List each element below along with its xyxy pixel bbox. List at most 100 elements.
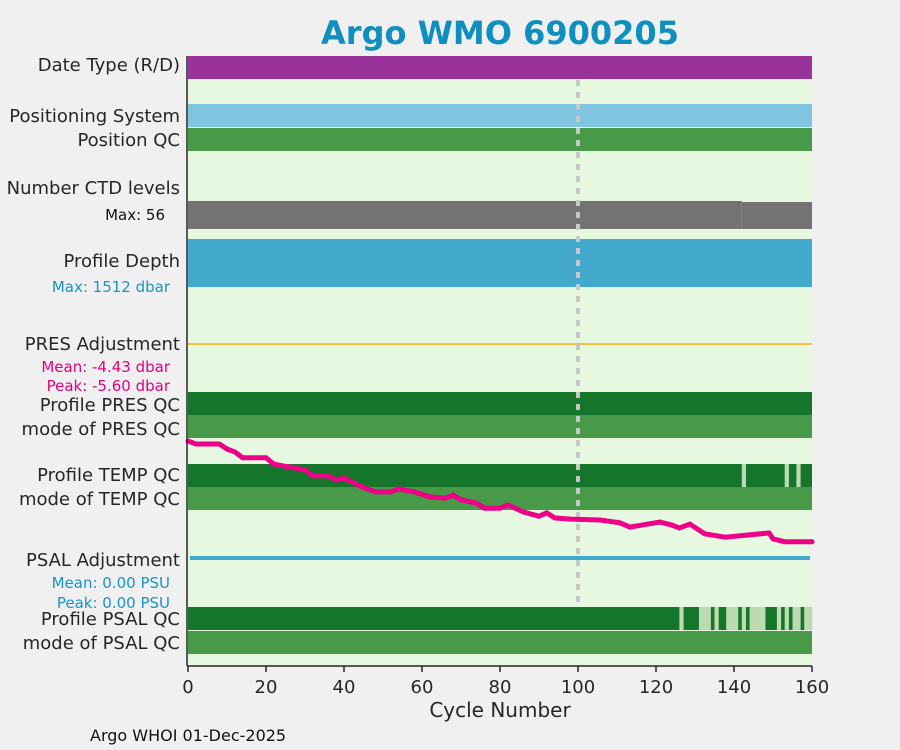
x-tick-label: 20 [255, 677, 278, 698]
footer-text: Argo WHOI 01-Dec-2025 [90, 726, 286, 745]
label-profile-temp-qc: Profile TEMP QC [37, 465, 180, 486]
pres-adjustment-point [702, 531, 708, 537]
pres-adjustment-point [536, 513, 542, 519]
label-profile-depth: Profile Depth [63, 251, 180, 272]
temp-qc-flag [796, 464, 801, 487]
label-pres-peak: Peak: -5.60 dbar [47, 377, 171, 395]
pres-adjustment-point [657, 519, 663, 525]
psal-qc-flag [757, 607, 762, 630]
psal-qc-flag [784, 607, 789, 630]
pres-adjustment-point [263, 455, 269, 461]
x-tick-label: 140 [717, 677, 751, 698]
pres-adjustment-point [302, 467, 308, 473]
psal-qc-flag [792, 607, 797, 630]
chart-title: Argo WMO 6900205 [321, 14, 679, 52]
label-depth-max: Max: 1512 dbar [52, 278, 171, 296]
bar-date-type [188, 56, 812, 79]
x-tick-label: 80 [489, 677, 512, 698]
pres-adjustment-point [617, 520, 623, 526]
psal-qc-flag [776, 607, 782, 630]
pres-adjustment-point [388, 489, 394, 495]
psal-qc-flag [804, 607, 809, 630]
pres-adjustment-point [669, 522, 675, 528]
pres-adjustment-point [544, 510, 550, 516]
label-profile-psal-qc: Profile PSAL QC [41, 609, 180, 630]
x-tick-label: 100 [561, 677, 595, 698]
pres-adjustment-point [458, 497, 464, 503]
bar-profile-depth [188, 239, 812, 287]
psal-qc-flag [679, 607, 684, 630]
pres-adjustment-point [372, 489, 378, 495]
pres-adjustment-point [427, 494, 433, 500]
bar-profile-psal-qc [188, 607, 812, 630]
pres-adjustment-point [809, 539, 815, 545]
pres-adjustment-point [396, 486, 402, 492]
label-pres-mean: Mean: -4.43 dbar [41, 358, 171, 376]
bar-ctd-levels [741, 202, 812, 229]
psal-qc-flag [741, 607, 746, 630]
pres-adjustment-point [505, 502, 511, 508]
psal-qc-flag [706, 607, 711, 630]
bar-positioning-system [188, 104, 812, 127]
psal-qc-flag [749, 607, 754, 630]
pres-adjustment-series [187, 438, 813, 545]
psal-qc-flag [761, 607, 766, 630]
bar-mode-pres-qc [188, 415, 812, 438]
pres-adjustment-point [325, 473, 331, 479]
label-position-qc: Position QC [77, 130, 180, 151]
psal-qc-flag [698, 607, 704, 630]
label-pres-adjustment: PRES Adjustment [25, 334, 180, 355]
pres-adjustment-point [333, 477, 339, 483]
x-tick-label: 40 [333, 677, 356, 698]
label-psal-adjustment: PSAL Adjustment [26, 550, 180, 571]
psal-qc-flag [753, 607, 758, 630]
psal-qc-flag [734, 607, 739, 630]
pres-adjustment-point [520, 509, 526, 515]
pres-adjustment-point [722, 534, 728, 540]
label-profile-pres-qc: Profile PRES QC [40, 395, 180, 416]
label-psal-peak: Peak: 0.00 PSU [57, 594, 170, 612]
pres-adjustment-point [442, 495, 448, 501]
pres-adjustment-point [627, 524, 633, 530]
label-psal-mean: Mean: 0.00 PSU [52, 574, 170, 592]
temp-qc-flag [741, 464, 746, 487]
label-ctd-max: Max: 56 [105, 206, 165, 224]
psal-qc-flag [796, 607, 801, 630]
bar-position-qc [188, 128, 812, 151]
x-tick-label: 0 [182, 677, 193, 698]
label-mode-pres-qc: mode of PRES QC [22, 419, 180, 440]
psal-qc-flag [702, 607, 707, 630]
pres-adjustment-point [497, 505, 503, 511]
bar-mode-temp-qc [188, 487, 812, 510]
pres-adjustment-point [766, 530, 772, 536]
bar-profile-temp-qc [188, 464, 812, 487]
pres-adjustment-point [286, 464, 292, 470]
label-date-type: Date Type (R/D) [38, 55, 180, 76]
pres-adjustment-point [224, 446, 230, 452]
pres-adjustment-point [676, 525, 682, 531]
x-tick-label: 160 [795, 677, 829, 698]
pres-adjustment-point [474, 500, 480, 506]
bar-mode-psal-qc [188, 631, 812, 654]
pres-adjustment-point [271, 461, 277, 467]
pres-adjustment-point [481, 505, 487, 511]
pres-adjustment-point [216, 441, 222, 447]
temp-qc-flag [784, 464, 789, 487]
x-tick-label: 120 [639, 677, 673, 698]
label-mode-temp-qc: mode of TEMP QC [19, 489, 180, 510]
bar-profile-pres-qc [188, 392, 812, 415]
pres-adjustment-point [411, 489, 417, 495]
pres-adjustment-point [770, 536, 776, 542]
plot-background [188, 56, 812, 666]
pres-adjustment-point [193, 441, 199, 447]
x-axis-label: Cycle Number [429, 698, 571, 722]
pres-adjustment-point [341, 475, 347, 481]
label-ctd-levels: Number CTD levels [7, 178, 180, 199]
pres-adjustment-point [567, 516, 573, 522]
pres-adjustment-point [552, 515, 558, 521]
psal-qc-flag [726, 607, 731, 630]
psal-qc-flag [808, 607, 813, 630]
psal-qc-flag [714, 607, 719, 630]
pres-adjustment-point [310, 473, 316, 479]
